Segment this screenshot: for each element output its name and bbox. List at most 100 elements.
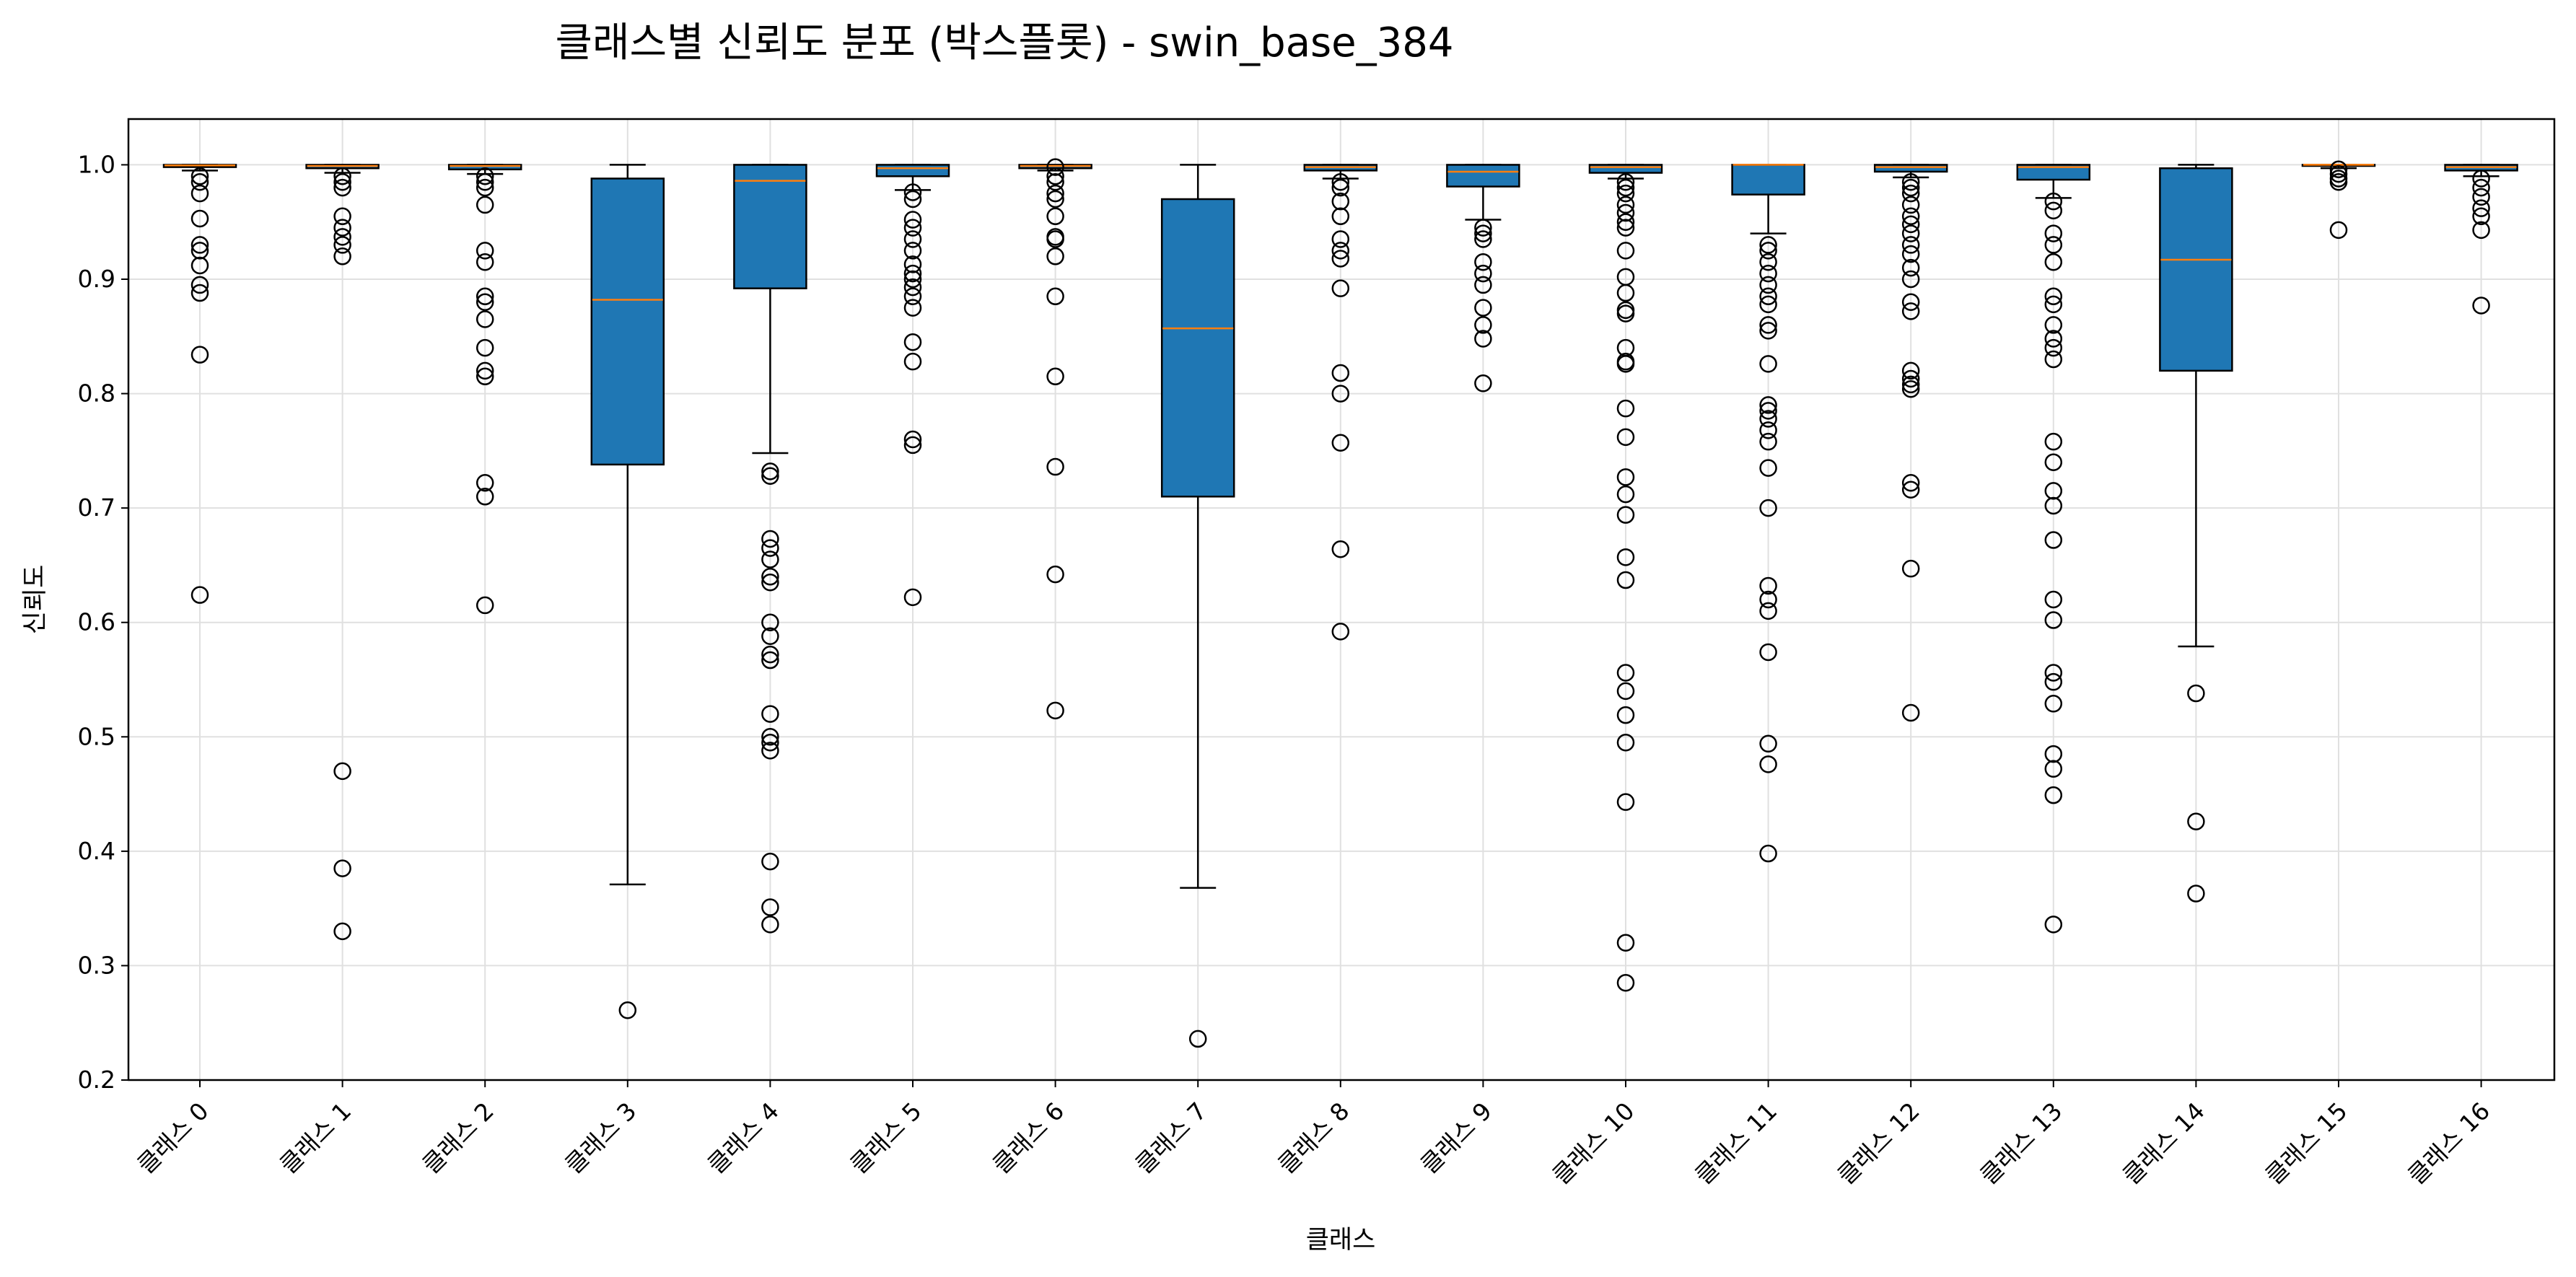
box-iqr <box>875 164 950 177</box>
outlier-point <box>1474 230 1492 248</box>
outlier-point <box>476 338 494 357</box>
outlier-point <box>1759 734 1777 753</box>
box-group <box>2016 164 2091 934</box>
box-iqr <box>1731 164 1805 196</box>
outlier-point <box>761 550 779 569</box>
box-group <box>1873 164 1948 722</box>
outlier-point <box>1616 485 1635 504</box>
outlier-point <box>1331 242 1350 260</box>
outlier-point <box>1901 178 1920 197</box>
outlier-point <box>903 430 922 449</box>
outlier-point <box>1901 270 1920 289</box>
box-group <box>875 164 950 607</box>
outlier-point <box>2044 295 2063 314</box>
outlier-point <box>1616 184 1635 203</box>
x-tick-label: 클래스 9 <box>1415 1097 1497 1179</box>
outlier-point <box>1759 499 1777 517</box>
outlier-point <box>190 276 209 294</box>
outlier-point <box>761 898 779 916</box>
outlier-point <box>2044 338 2063 357</box>
outlier-point <box>1616 973 1635 992</box>
outlier-point <box>1331 364 1350 382</box>
outlier-point <box>476 196 494 214</box>
outlier-point <box>1331 540 1350 558</box>
outlier-point <box>1901 375 1920 394</box>
outlier-point <box>333 167 351 185</box>
outlier-point <box>1759 355 1777 373</box>
outlier-point <box>333 207 351 226</box>
outlier-point <box>476 167 494 185</box>
outlier-point <box>2044 664 2063 682</box>
outlier-point <box>1759 421 1777 439</box>
outlier-point <box>2044 916 2063 934</box>
outlier-point <box>333 219 351 237</box>
outlier-point <box>1616 172 1635 191</box>
outlier-point <box>903 211 922 229</box>
outlier-point <box>476 310 494 328</box>
outlier-point <box>1759 643 1777 662</box>
outlier-point <box>1616 213 1635 231</box>
box-iqr <box>1873 164 1948 173</box>
y-tick-label: 0.9 <box>78 265 115 293</box>
outlier-point <box>1474 219 1492 237</box>
box-group <box>2301 160 2376 240</box>
outlier-point <box>2187 684 2205 703</box>
outlier-point <box>903 278 922 297</box>
outlier-point <box>1759 264 1777 283</box>
outlier-point <box>190 209 209 228</box>
outlier-point <box>761 530 779 548</box>
box-group <box>1446 164 1520 392</box>
outlier-point <box>2329 172 2348 191</box>
outlier-point <box>333 859 351 877</box>
box-iqr <box>2159 167 2233 372</box>
outlier-point <box>1901 369 1920 388</box>
outlier-point <box>1759 236 1777 254</box>
outlier-point <box>2044 316 2063 334</box>
outlier-point <box>333 178 351 197</box>
outlier-point <box>761 462 779 480</box>
outlier-point <box>190 242 209 260</box>
outlier-point <box>1616 196 1635 214</box>
outlier-point <box>761 613 779 631</box>
x-tick-label: 클래스 3 <box>559 1097 641 1179</box>
outlier-point <box>190 346 209 364</box>
x-tick-label: 클래스 13 <box>1974 1097 2067 1190</box>
outlier-point <box>2044 611 2063 629</box>
outlier-point <box>2472 188 2490 206</box>
outlier-point <box>761 742 779 760</box>
y-tick-label: 0.5 <box>78 722 115 750</box>
outlier-point <box>2187 812 2205 830</box>
outlier-point <box>1616 733 1635 752</box>
outlier-point <box>2044 672 2063 691</box>
outlier-point <box>1901 559 1920 578</box>
box-group <box>1303 164 1378 641</box>
outlier-point <box>2187 885 2205 903</box>
outlier-point <box>1901 703 1920 722</box>
outlier-point <box>761 467 779 485</box>
outlier-point <box>2044 201 2063 220</box>
box-group <box>590 164 665 1019</box>
outlier-point <box>1759 844 1777 863</box>
outlier-point <box>476 287 494 306</box>
outlier-point <box>1901 474 1920 492</box>
outlier-point <box>190 184 209 203</box>
outlier-point <box>476 488 494 506</box>
outlier-point <box>1331 434 1350 452</box>
outlier-point <box>761 568 779 586</box>
x-tick-label: 클래스 1 <box>274 1097 356 1179</box>
outlier-point <box>2044 590 2063 609</box>
outlier-point <box>903 219 922 237</box>
box-group <box>1018 158 1092 720</box>
outlier-point <box>1474 224 1492 242</box>
outlier-point <box>1759 590 1777 609</box>
outlier-point <box>1046 207 1064 226</box>
outlier-point <box>1759 287 1777 306</box>
outlier-point <box>333 228 351 246</box>
box-group <box>2444 164 2518 315</box>
outlier-point <box>2044 745 2063 763</box>
outlier-point <box>190 586 209 604</box>
x-tick-label: 클래스 12 <box>1832 1097 1925 1190</box>
outlier-point <box>903 270 922 289</box>
outlier-point <box>1759 253 1777 271</box>
outlier-point <box>476 293 494 311</box>
